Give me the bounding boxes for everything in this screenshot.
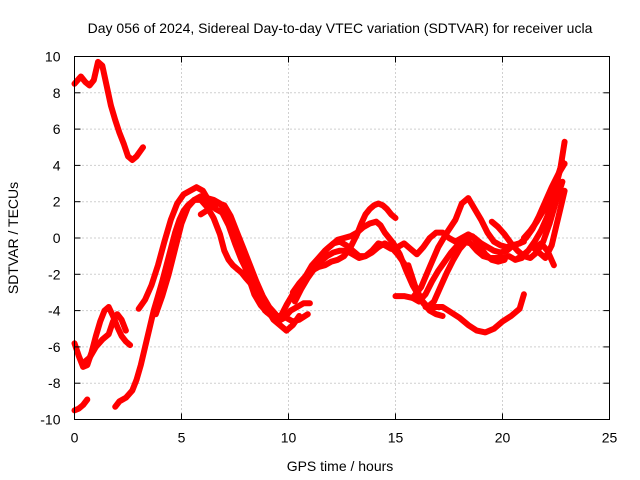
grid-lines (74, 56, 610, 420)
series-1-line (71, 58, 146, 163)
y-tick-label: 0 (53, 230, 61, 246)
x-axis-label: GPS time / hours (287, 458, 394, 474)
x-tick-label: 10 (281, 430, 297, 446)
series-17-line (488, 178, 566, 261)
y-axis-label: SDTVAR / TECUs (5, 182, 21, 294)
y-tick-label: 8 (53, 85, 61, 101)
y-axis-tick-labels: -10 -8 -6 -4 -2 0 2 4 6 8 10 (40, 49, 60, 428)
axis-ticks (74, 56, 610, 420)
y-tick-label: 6 (53, 121, 61, 137)
x-tick-label: 15 (388, 430, 404, 446)
x-tick-label: 0 (71, 430, 79, 446)
series-8-line (197, 200, 279, 318)
series-4-line (71, 396, 91, 414)
y-tick-label: -8 (48, 375, 61, 391)
series-20-line (529, 187, 568, 261)
series-layer (71, 58, 568, 414)
series-2-line (71, 304, 134, 370)
y-tick-label: -2 (48, 266, 61, 282)
series-21-line (531, 240, 557, 269)
x-tick-label: 5 (178, 430, 186, 446)
y-tick-label: 2 (53, 194, 61, 210)
y-tick-label: -6 (48, 339, 61, 355)
series-3-line (80, 311, 129, 367)
series-12-line (317, 229, 527, 260)
chart-title: Day 056 of 2024, Sidereal Day-to-day VTE… (88, 20, 593, 36)
series-15-line (422, 291, 527, 336)
y-tick-label: -4 (48, 303, 61, 319)
x-axis-tick-labels: 0 5 10 15 20 25 (71, 430, 618, 446)
series-14-line (405, 233, 508, 310)
y-tick-label: -10 (40, 412, 60, 428)
series-19-line (520, 158, 566, 241)
x-tick-label: 20 (495, 430, 511, 446)
x-tick-label: 25 (602, 430, 618, 446)
y-tick-label: 4 (53, 157, 61, 173)
y-tick-label: 10 (45, 49, 61, 65)
